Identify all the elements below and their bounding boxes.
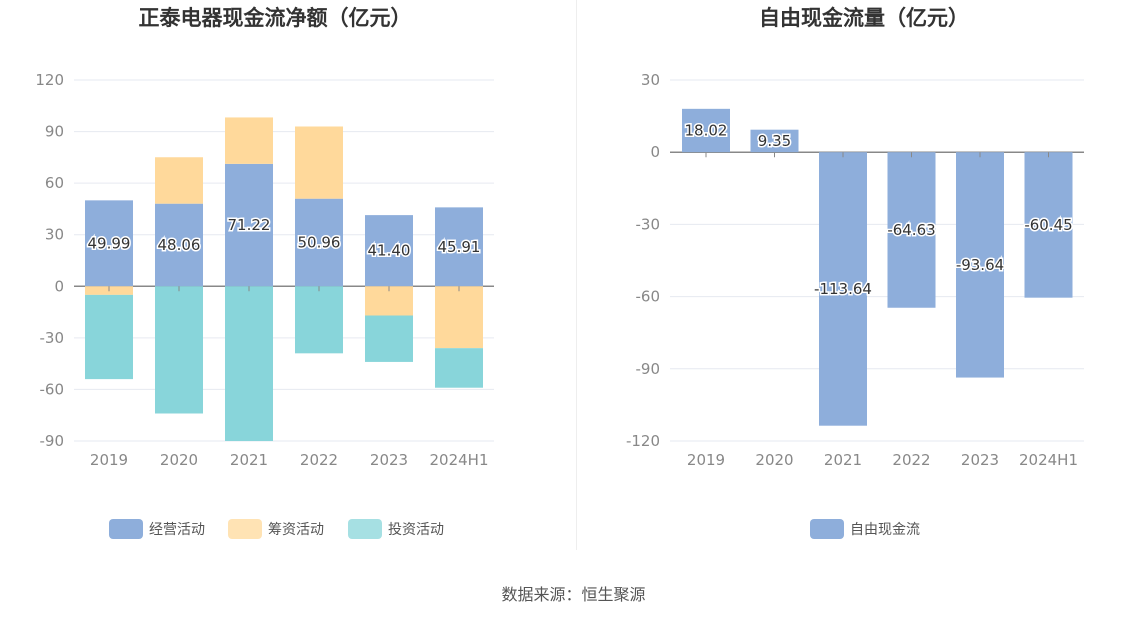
x-tick-label: 2021: [230, 451, 268, 469]
legend-swatch: [228, 519, 262, 539]
bar: [1024, 152, 1073, 298]
y-tick-label: -60: [40, 380, 65, 398]
y-tick-label: 120: [35, 71, 64, 89]
legend-label: 筹资活动: [268, 521, 324, 538]
bar: [155, 286, 203, 414]
data-label: 49.99: [88, 234, 131, 252]
data-label: 71.22: [228, 216, 271, 234]
data-label: 45.91: [438, 238, 481, 256]
chart-title: 正泰电器现金流净额（亿元）: [139, 6, 412, 30]
legend-label: 投资活动: [388, 522, 444, 538]
bar: [365, 315, 413, 362]
y-tick-label: 0: [54, 277, 64, 295]
legend-swatch: [109, 519, 143, 539]
charts-svg: 正泰电器现金流净额（亿元） 120 90 60 30 0 -30 -60 -90 2019 2020…: [35, 6, 1084, 539]
x-tick-label: 2021: [824, 451, 862, 469]
bar: [155, 157, 203, 204]
y-tick-label: -30: [40, 329, 65, 347]
y-tick-label: -120: [626, 432, 660, 450]
bar: [682, 108, 730, 153]
bar: [295, 198, 343, 287]
data-label: -60.45: [1024, 216, 1072, 234]
legend-swatch: [348, 519, 382, 539]
y-tick-label: 30: [641, 71, 660, 89]
x-tick-label: 2019: [687, 451, 725, 469]
bar: [887, 152, 936, 308]
legend-label: 经营活动: [149, 522, 205, 538]
bar: [85, 294, 133, 380]
x-tick-label: 2020: [755, 451, 793, 469]
y-tick-label: 60: [45, 174, 64, 192]
bar: [295, 126, 343, 199]
y-tick-label: 0: [650, 143, 660, 161]
bar: [295, 286, 343, 354]
y-tick-label: 30: [45, 226, 64, 244]
bar: [435, 207, 483, 287]
y-tick-label: -90: [636, 360, 661, 378]
x-tick-label: 2023: [370, 451, 408, 469]
data-label: -113.64: [814, 280, 872, 298]
x-tick-label: 2024H1: [1019, 451, 1078, 469]
data-label: 9.35: [758, 132, 791, 150]
y-tick-label: -30: [636, 215, 661, 233]
legend-swatch: [810, 519, 844, 539]
data-label: 41.40: [368, 242, 411, 260]
bar: [225, 117, 273, 164]
x-tick-label: 2023: [961, 451, 999, 469]
data-label: -64.63: [887, 221, 935, 239]
bar: [85, 200, 133, 287]
chart-title: 自由现金流量（亿元）: [759, 6, 969, 30]
data-label: 50.96: [298, 233, 341, 251]
bar: [819, 152, 867, 426]
y-tick-label: -60: [636, 288, 661, 306]
bar: [365, 215, 413, 287]
source-note: 数据来源：恒生聚源: [501, 585, 646, 604]
data-label: 48.06: [158, 236, 201, 254]
bar: [435, 348, 483, 388]
data-label: -93.64: [956, 256, 1004, 274]
bar: [750, 129, 799, 153]
bar: [435, 286, 483, 349]
bar: [225, 163, 273, 287]
legend-label: 自由现金流: [850, 522, 920, 538]
bar: [225, 286, 273, 441]
bar: [155, 203, 203, 287]
x-tick-label: 2024H1: [430, 451, 489, 469]
x-tick-label: 2022: [892, 451, 930, 469]
x-tick-label: 2022: [300, 451, 338, 469]
panel-divider: [576, 0, 577, 550]
data-label: 18.02: [685, 122, 728, 140]
y-tick-label: 90: [45, 123, 64, 141]
x-tick-label: 2019: [90, 451, 128, 469]
x-tick-label: 2020: [160, 451, 198, 469]
y-tick-label: -90: [40, 432, 65, 450]
bar: [956, 152, 1004, 378]
